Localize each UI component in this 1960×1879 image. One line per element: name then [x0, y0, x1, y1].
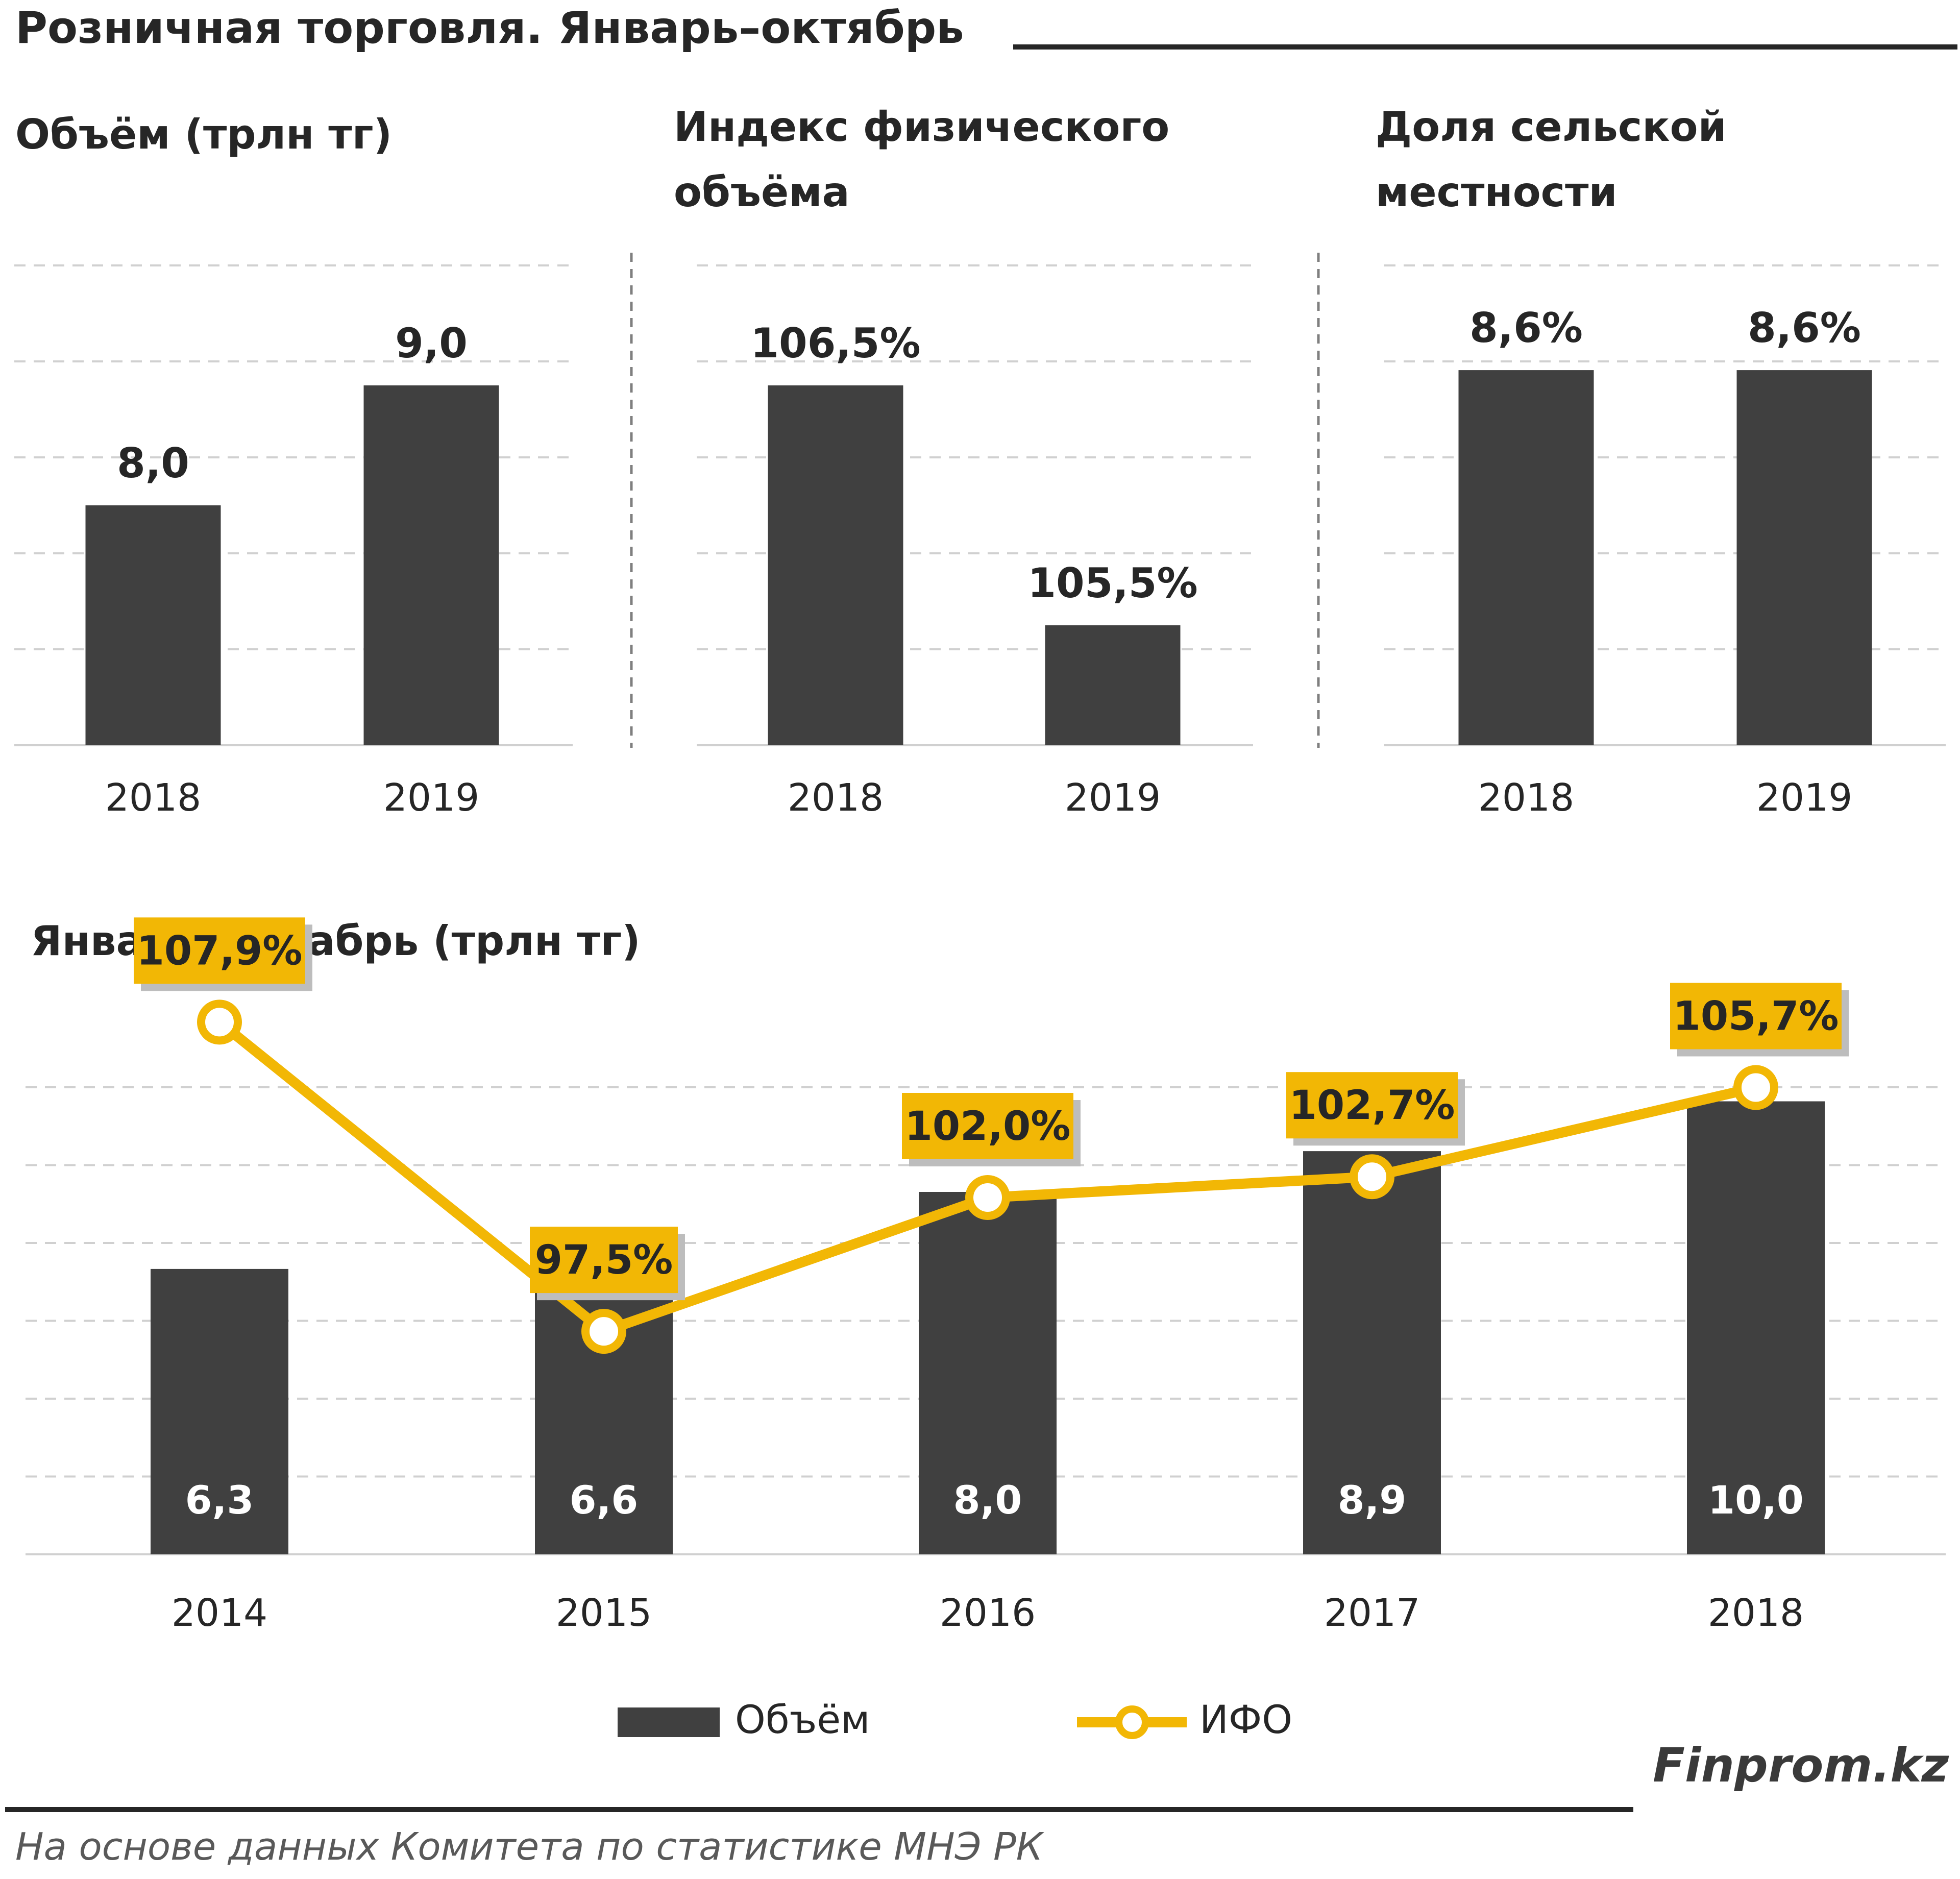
annual-chart-title: Январь–декабрь (трлн тг): [31, 917, 641, 965]
x-tick-label: 2019: [383, 776, 479, 820]
x-tick-label: 2018: [105, 776, 201, 820]
ifo-value-label: 102,0%: [905, 1104, 1071, 1150]
bar-0-2018: [85, 505, 221, 745]
legend-label-ifo: ИФО: [1199, 1697, 1292, 1742]
annual-bar-value-label: 8,0: [953, 1477, 1022, 1523]
annual-x-tick-label: 2017: [1324, 1591, 1420, 1635]
annual-x-tick-label: 2014: [172, 1591, 267, 1635]
bar-value-label: 9,0: [395, 320, 468, 367]
annual-bar-value-label: 6,6: [570, 1477, 639, 1523]
panel-index-title: Индекс физического объёма: [674, 103, 1170, 216]
bar-value-label: 8,6%: [1748, 304, 1861, 352]
legend: Объём ИФО: [618, 1697, 1292, 1742]
ifo-label-box: [902, 1093, 1073, 1159]
bars-layer: [85, 370, 1872, 1554]
bar-2-2019: [1736, 370, 1872, 745]
annual-bar-2018: [1687, 1101, 1825, 1554]
annual-bar-value-label: 8,9: [1338, 1477, 1407, 1523]
ifo-value-label: 107,9%: [137, 928, 303, 974]
bar-value-label: 8,6%: [1469, 304, 1583, 352]
annual-bar-value-label: 10,0: [1708, 1477, 1804, 1523]
ifo-value-label: 102,7%: [1289, 1083, 1455, 1129]
ifo-label-box: [1670, 983, 1842, 1050]
annual-bar-2016: [919, 1192, 1057, 1554]
ifo-label-box: [1286, 1072, 1458, 1139]
brand-logo: Finprom.kz: [1653, 1738, 1949, 1793]
annual-bar-value-label: 6,3: [185, 1477, 254, 1523]
bar-2-2018: [1458, 370, 1594, 745]
bar-1-2019: [1045, 625, 1181, 745]
annual-bar-2017: [1303, 1151, 1441, 1554]
x-tick-label: 2018: [788, 776, 884, 820]
panel-volume-title: Объём (трлн тг): [15, 111, 393, 158]
ifo-point-2016: [965, 1175, 1010, 1220]
ifo-label-box: [530, 1227, 678, 1294]
ifo-label-box: [134, 917, 305, 984]
x-tick-label: 2019: [1756, 776, 1852, 820]
labels-layer: 8,0 2018 9,0 2019 106,5% 2018 105,5% 2019 8,6% 20…: [105, 304, 1861, 1635]
ifo-point-2018: [1733, 1065, 1778, 1110]
annual-bar-2015: [535, 1255, 673, 1554]
bar-1-2018: [768, 385, 903, 745]
annual-x-tick-label: 2016: [940, 1591, 1036, 1635]
bar-0-2019: [363, 385, 499, 745]
ifo-point-2015: [581, 1309, 626, 1354]
source-note: На основе данных Комитета по статистике …: [15, 1825, 1043, 1869]
legend-swatch-volume: [618, 1707, 720, 1737]
annual-x-tick-label: 2015: [556, 1591, 652, 1635]
ifo-point-2014: [197, 999, 242, 1045]
ifo-line-layer: [197, 999, 1778, 1354]
x-tick-label: 2019: [1065, 776, 1161, 820]
page-title: Розничная торговля. Январь–октябрь: [15, 3, 964, 54]
bar-value-label: 8,0: [117, 440, 189, 487]
annual-x-tick-label: 2018: [1708, 1591, 1804, 1635]
panel-rural-title: Доля сельской местности: [1376, 103, 1727, 216]
ifo-value-label: 105,7%: [1673, 993, 1839, 1039]
legend-label-volume: Объём: [735, 1697, 870, 1742]
bar-value-label: 106,5%: [750, 320, 920, 367]
legend-marker-ifo: [1115, 1705, 1149, 1739]
x-tick-label: 2018: [1478, 776, 1574, 820]
ifo-value-label: 97,5%: [535, 1237, 673, 1283]
bar-value-label: 105,5%: [1027, 559, 1197, 607]
annual-bar-2014: [151, 1268, 288, 1554]
ifo-point-2017: [1350, 1154, 1394, 1200]
